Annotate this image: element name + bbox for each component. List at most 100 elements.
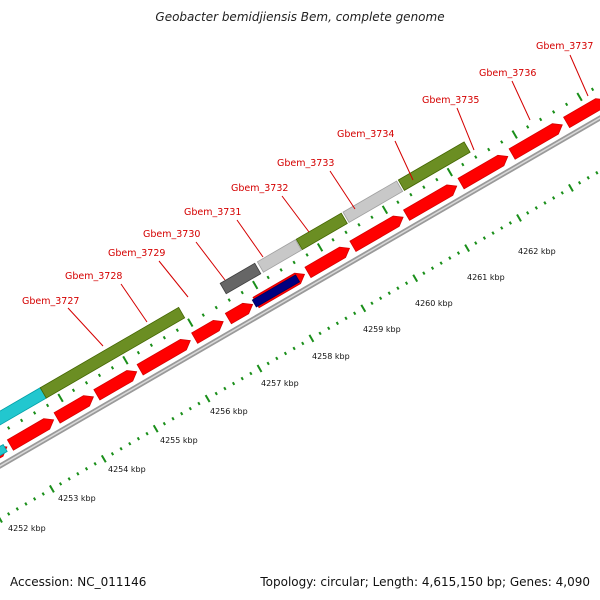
- scale-tick-kbp: [360, 304, 367, 313]
- scale-tick-outer: [122, 355, 129, 365]
- scale-tick-kbp: [58, 482, 63, 486]
- scale-tick-kbp: [430, 266, 435, 270]
- scale-tick-kbp: [595, 171, 599, 175]
- kbp-label: 4253 kbp: [58, 494, 96, 503]
- scale-tick-kbp: [534, 206, 538, 210]
- scale-tick-kbp: [76, 472, 80, 476]
- cds-arrow-reverse: [563, 98, 600, 129]
- scale-tick-outer: [7, 426, 11, 430]
- scale-tick-kbp: [275, 356, 279, 361]
- scale-tick-kbp: [256, 364, 263, 373]
- gene-leader-line: [394, 140, 414, 181]
- scale-tick-kbp: [84, 467, 89, 471]
- scale-tick-kbp: [292, 346, 296, 351]
- scale-tick-outer: [149, 343, 153, 347]
- scale-tick-outer: [539, 117, 543, 122]
- gene-label: Gbem_3735: [422, 95, 479, 106]
- scale-tick-kbp: [508, 221, 512, 225]
- scale-tick-outer: [187, 318, 194, 328]
- scale-tick-outer: [20, 418, 24, 423]
- scale-tick-kbp: [41, 492, 45, 496]
- feature-gray-light: [256, 239, 302, 273]
- scale-tick-kbp: [404, 281, 409, 285]
- scale-tick-outer: [461, 162, 465, 167]
- scale-tick-kbp: [335, 321, 339, 326]
- scale-tick-outer: [305, 253, 309, 257]
- scale-tick-kbp: [439, 261, 443, 265]
- scale-tick-outer: [396, 200, 400, 205]
- scale-tick-outer: [446, 167, 453, 177]
- accession-label: Accession: NC_011146: [10, 575, 147, 589]
- cds-arrow-reverse: [6, 418, 55, 451]
- scale-tick-kbp: [301, 341, 305, 346]
- scale-tick-outer: [357, 222, 361, 227]
- scale-tick-outer: [279, 268, 283, 272]
- scale-tick-kbp: [93, 462, 97, 466]
- feature-cyan-small: [0, 443, 8, 457]
- scale-tick-kbp: [49, 484, 55, 493]
- scale-tick-kbp: [197, 401, 201, 406]
- backbone-highlight: [0, 117, 600, 467]
- gene-label: Gbem_3729: [108, 248, 165, 259]
- kbp-label: 4255 kbp: [160, 436, 198, 445]
- scale-tick-outer: [175, 328, 179, 332]
- backbone-line: [0, 115, 600, 469]
- scale-tick-outer: [474, 155, 478, 159]
- gene-label: Gbem_3737: [536, 41, 593, 52]
- map-title: Geobacter bemidjiensis Bem, complete gen…: [155, 10, 445, 24]
- scale-tick-outer: [564, 102, 569, 107]
- gene-leader-line: [195, 241, 226, 281]
- gene-leader-line: [329, 170, 356, 210]
- gene-leader-line: [281, 195, 310, 233]
- scale-tick-outer: [32, 411, 37, 415]
- scale-tick-kbp: [32, 497, 37, 501]
- scale-tick-outer: [45, 403, 50, 408]
- kbp-label: 4254 kbp: [108, 465, 146, 474]
- scale-tick-kbp: [552, 196, 556, 200]
- scale-tick-kbp: [577, 181, 582, 185]
- scale-tick-outer: [590, 87, 595, 92]
- scale-tick-kbp: [370, 301, 374, 306]
- scale-tick-kbp: [231, 381, 236, 386]
- gene-leader-line: [120, 283, 148, 323]
- scale-tick-kbp: [110, 451, 115, 456]
- scale-tick-outer: [227, 298, 231, 302]
- feature-green: [39, 306, 186, 399]
- scale-tick-kbp: [387, 291, 391, 296]
- scale-tick-outer: [552, 110, 556, 114]
- scale-tick-kbp: [308, 334, 315, 343]
- cds-arrow-reverse: [224, 302, 254, 325]
- scale-tick-kbp: [353, 311, 357, 316]
- kbp-label: 4258 kbp: [312, 352, 350, 361]
- gene-label: Gbem_3734: [337, 129, 394, 140]
- scale-tick-outer: [214, 305, 218, 310]
- feature-gray-light: [342, 180, 404, 224]
- scale-tick-kbp: [448, 256, 452, 260]
- scale-tick-kbp: [180, 411, 184, 416]
- scale-tick-kbp: [474, 241, 478, 245]
- scale-tick-kbp: [491, 231, 495, 235]
- scale-tick-outer: [84, 381, 89, 385]
- scale-tick-outer: [71, 388, 76, 393]
- scale-tick-kbp: [568, 183, 574, 192]
- scale-tick-kbp: [204, 394, 211, 403]
- cds-arrow-reverse: [457, 154, 509, 190]
- cds-arrow-reverse: [191, 319, 224, 344]
- scale-tick-kbp: [7, 512, 11, 516]
- scale-tick-outer: [409, 192, 413, 197]
- feature-green: [397, 141, 471, 191]
- scale-tick-kbp: [560, 191, 564, 195]
- scale-tick-kbp: [223, 386, 227, 391]
- scale-tick-kbp: [422, 271, 426, 275]
- scale-tick-outer: [487, 147, 491, 152]
- kbp-label: 4257 kbp: [261, 379, 299, 388]
- scale-tick-kbp: [67, 477, 71, 481]
- scale-tick-outer: [292, 260, 296, 265]
- scale-tick-outer: [266, 275, 270, 280]
- scale-tick-outer: [201, 313, 205, 317]
- scale-tick-outer: [526, 125, 530, 129]
- scale-tick-kbp: [249, 371, 253, 376]
- scale-tick-kbp: [162, 421, 166, 426]
- scale-tick-outer: [252, 280, 259, 290]
- cds-arrow-reverse: [349, 215, 404, 253]
